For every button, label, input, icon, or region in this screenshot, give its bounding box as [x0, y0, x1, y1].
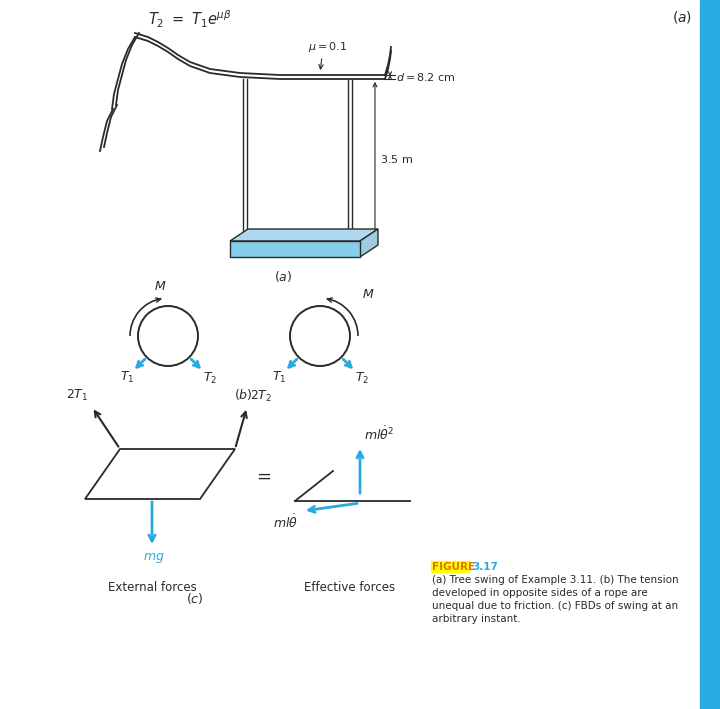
Text: Effective forces: Effective forces	[305, 581, 395, 594]
Text: $M$: $M$	[362, 288, 374, 301]
Polygon shape	[360, 229, 378, 257]
Text: $T_2$: $T_2$	[203, 371, 217, 386]
Text: 3.17: 3.17	[472, 562, 498, 572]
Text: $(a)$: $(a)$	[274, 269, 292, 284]
Text: $\mu = 0.1$: $\mu = 0.1$	[308, 40, 348, 54]
Text: $2T_1$: $2T_1$	[66, 388, 88, 403]
Bar	[431, 561, 469, 572]
Text: arbitrary instant.: arbitrary instant.	[432, 614, 521, 624]
Text: $T_2$: $T_2$	[355, 371, 369, 386]
Text: $(c)$: $(c)$	[186, 591, 204, 606]
Bar	[700, 0, 720, 709]
Text: developed in opposite sides of a rope are: developed in opposite sides of a rope ar…	[432, 588, 648, 598]
Text: FIGURE: FIGURE	[432, 562, 475, 572]
Text: $2T_2$: $2T_2$	[250, 389, 272, 404]
Text: unequal due to friction. (c) FBDs of swing at an: unequal due to friction. (c) FBDs of swi…	[432, 601, 678, 611]
Text: $T_1$: $T_1$	[272, 369, 286, 384]
Text: (a) Tree swing of Example 3.11. (b) The tension: (a) Tree swing of Example 3.11. (b) The …	[432, 575, 679, 585]
Text: $3.5\ \mathrm{m}$: $3.5\ \mathrm{m}$	[380, 153, 413, 165]
Text: $d = 8.2\ \mathrm{cm}$: $d = 8.2\ \mathrm{cm}$	[396, 71, 456, 83]
Polygon shape	[230, 229, 378, 241]
Text: $mg$: $mg$	[143, 551, 165, 565]
Text: $ml\dot{\theta}^2$: $ml\dot{\theta}^2$	[364, 425, 394, 443]
Text: $M$: $M$	[154, 280, 166, 293]
Text: $ml\dot{\theta}$: $ml\dot{\theta}$	[273, 513, 298, 530]
Bar	[230, 241, 360, 257]
Text: $T_1$: $T_1$	[120, 369, 134, 384]
Text: $=$: $=$	[253, 467, 271, 485]
Text: $(a)$: $(a)$	[672, 9, 692, 25]
Text: External forces: External forces	[107, 581, 197, 594]
Text: $T_2\ =\ T_1 e^{\mu\beta}$: $T_2\ =\ T_1 e^{\mu\beta}$	[148, 9, 232, 30]
Text: $(b)$: $(b)$	[234, 387, 252, 402]
